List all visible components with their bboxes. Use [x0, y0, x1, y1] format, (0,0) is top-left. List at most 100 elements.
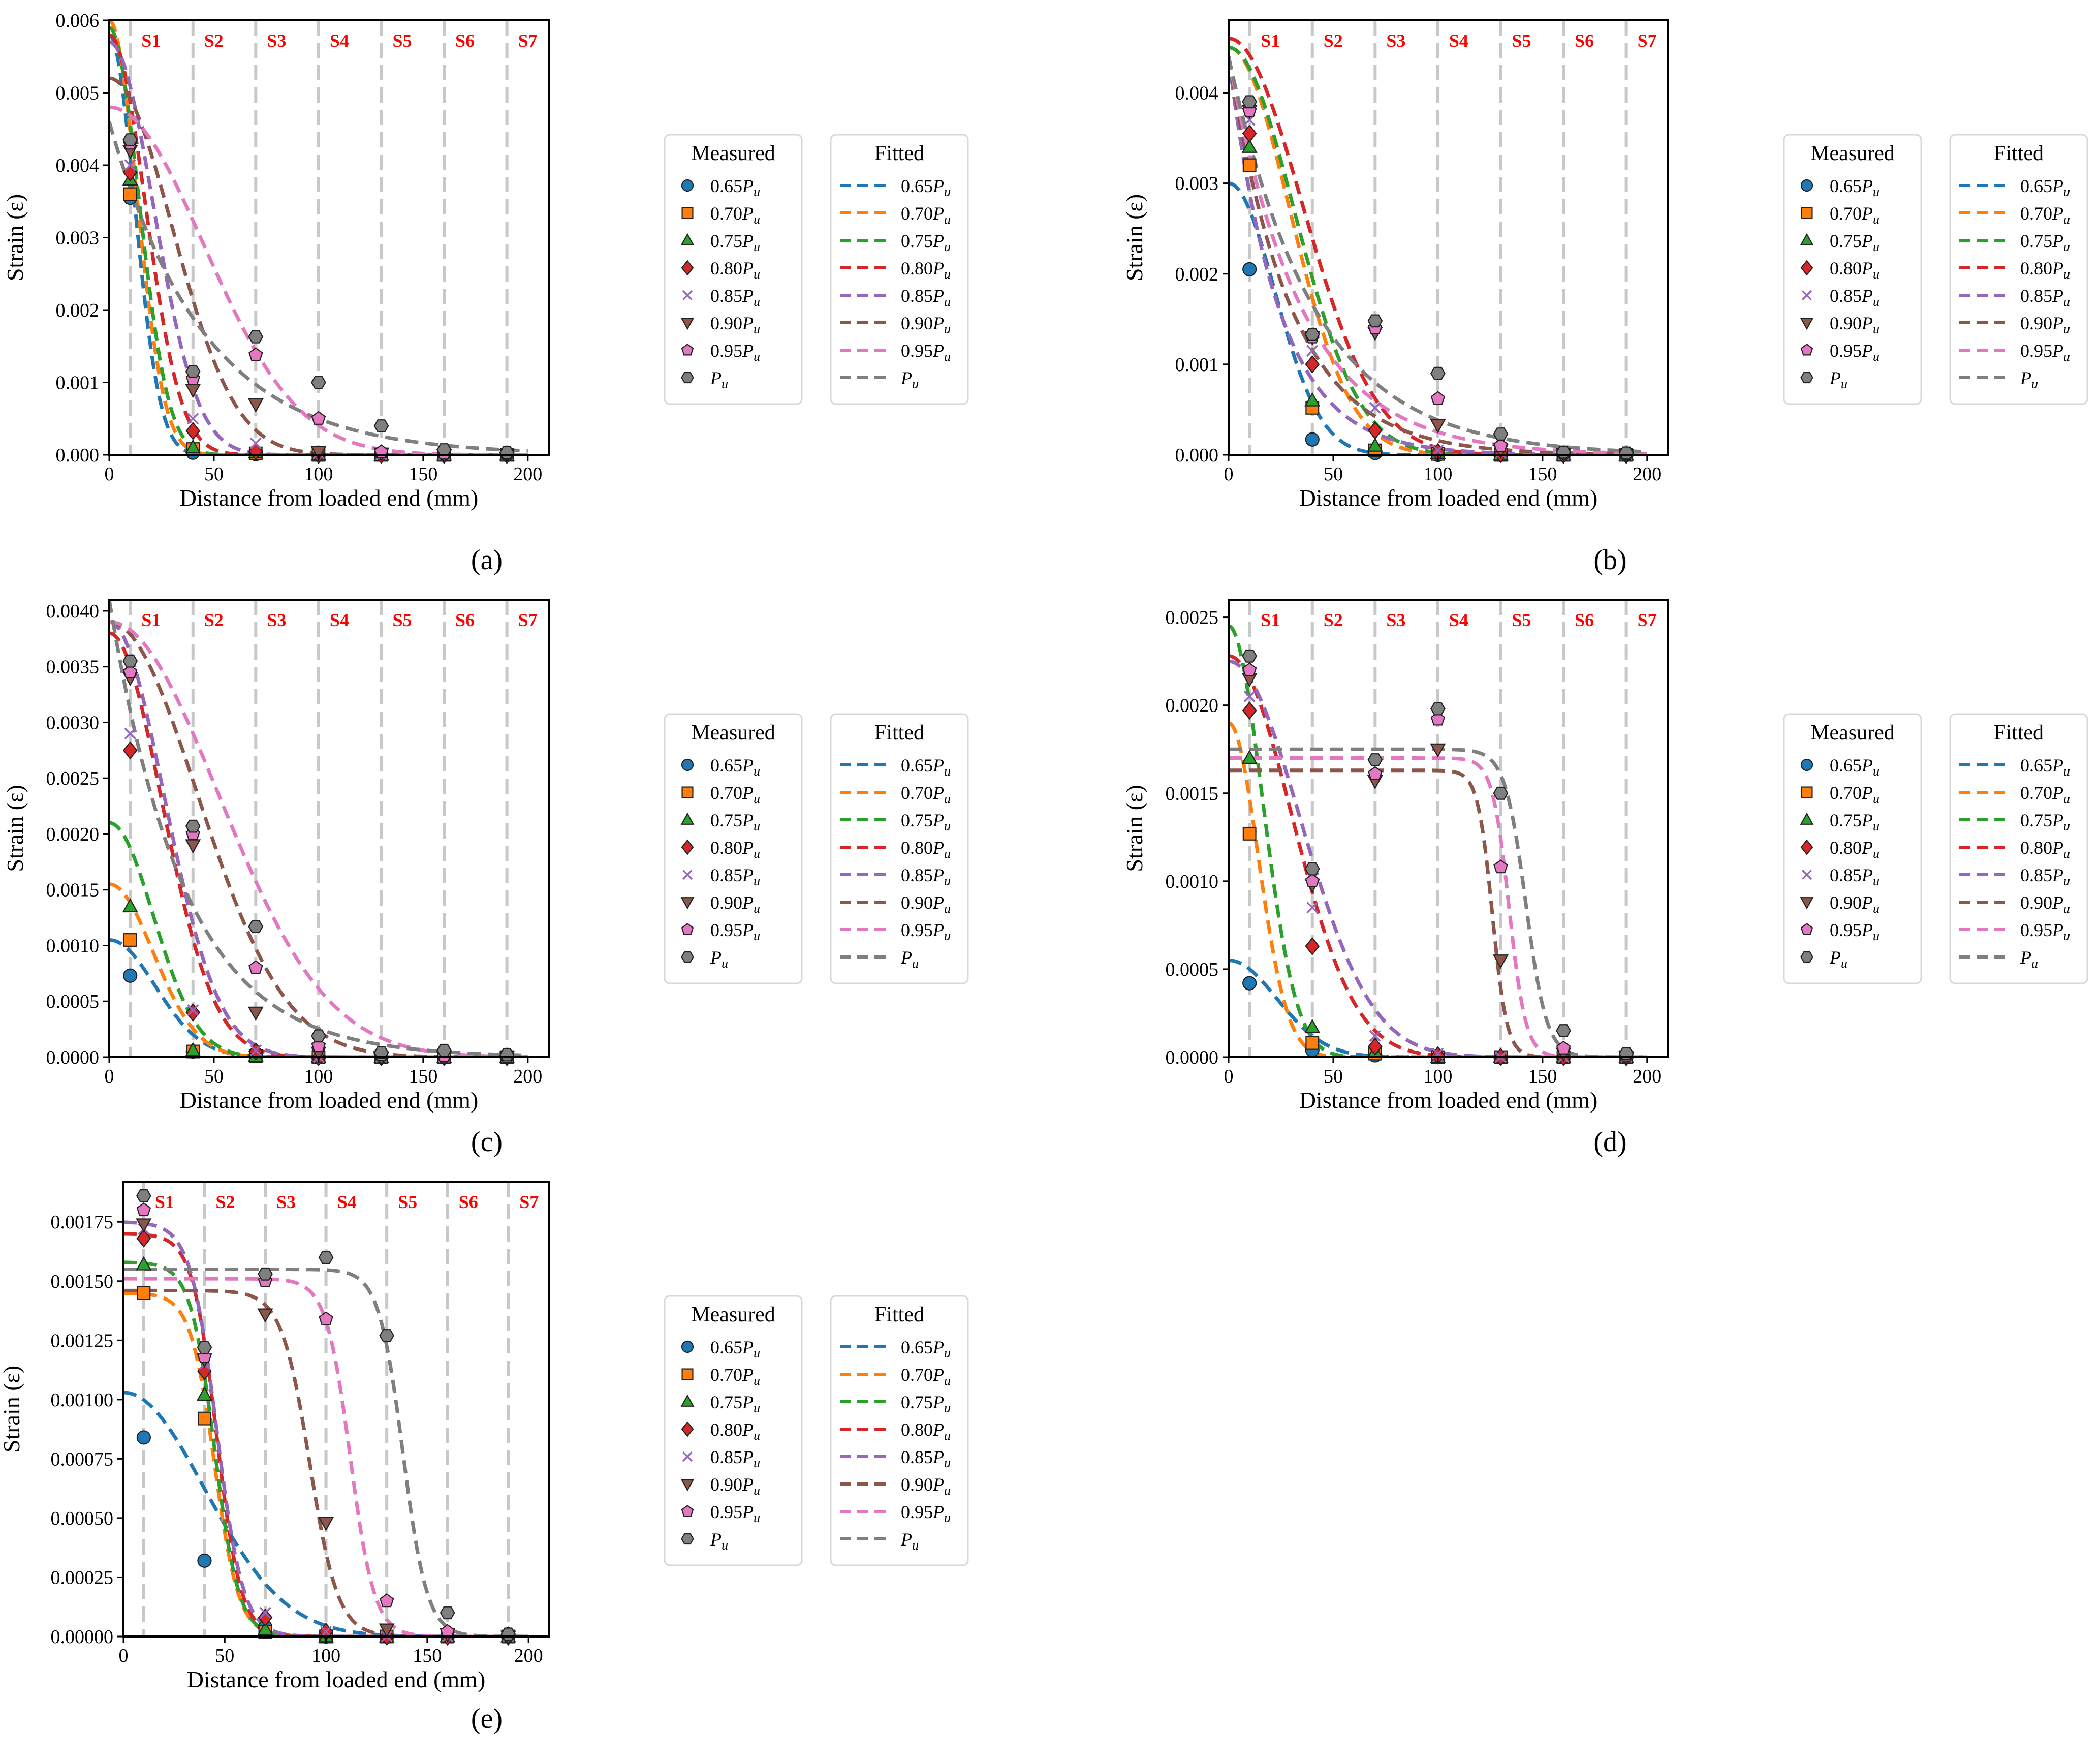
panel-c-legend-marker-075: [680, 812, 695, 825]
y-tick-label-0: 0.000: [56, 445, 100, 466]
y-tick-label-7: 0.0035: [46, 657, 100, 678]
point-085-2: [249, 1044, 262, 1057]
panel-a-legend-fitted-label-070: 0.70Pu: [901, 203, 951, 227]
panel-a-legend-marker-065: [681, 179, 694, 192]
y-tick-label-2: 0.0010: [46, 935, 100, 956]
panel-b-legend-marker-065: [1800, 179, 1813, 192]
panel-b-legend-fitted-label-095: 0.95Pu: [2020, 341, 2070, 364]
point-085-1: [187, 413, 199, 425]
section-label-s4: S4: [330, 610, 349, 630]
x-tick-label-4: 200: [514, 1645, 543, 1666]
point-Pu-1: [197, 1341, 212, 1354]
panel-e-legend-measured-label-Pu: Pu: [710, 1529, 728, 1553]
point-085-3: [320, 1626, 332, 1638]
point-095-1: [1305, 873, 1320, 887]
fitted-line-090: [1229, 768, 1647, 1057]
y-tick-label-1: 0.00025: [51, 1567, 114, 1588]
x-tick-label-0: 0: [1224, 1066, 1234, 1087]
point-095-3: [1430, 712, 1446, 726]
panel-e-legend-marker-075: [680, 1394, 695, 1407]
fitted-line-Pu: [109, 600, 528, 1057]
point-080-2: [1367, 421, 1383, 440]
y-tick-label-4: 0.004: [1175, 83, 1219, 104]
point-075-1: [1304, 1018, 1321, 1033]
panel-e: S1 S2 S3 S4 S5 S6 S7 0 50 100 150 200 0.00000 0.00025…: [0, 1181, 969, 1735]
y-tick-label-5: 0.0025: [1166, 607, 1219, 629]
y-tick-label-0: 0.000: [1175, 445, 1219, 466]
point-Pu-2: [1367, 753, 1383, 766]
point-085-2: [1369, 401, 1381, 414]
y-tick-label-4: 0.00100: [51, 1389, 114, 1411]
section-label-s4: S4: [337, 1192, 357, 1212]
panel-a-legend-measured-label-Pu: Pu: [710, 368, 728, 391]
point-080-0: [1242, 701, 1257, 720]
point-070-0: [123, 933, 137, 947]
panel-e-legend-measured-label-070: 0.70Pu: [710, 1365, 760, 1388]
point-085-0-stroke-b: [124, 159, 136, 171]
panel-d-legend-measured-label-085: 0.85Pu: [1830, 865, 1879, 888]
point-Pu-0: [1242, 649, 1258, 663]
panel-e-legend-marker-Pu: [681, 1533, 694, 1545]
panel-d-legend-marker-080: [1800, 839, 1813, 855]
x-tick-label-2: 100: [1423, 464, 1452, 485]
panel-a-legend: Measured 0.65Pu 0.70Pu 0.75Pu 0.80Pu 0.85Pu 0.…: [664, 134, 969, 405]
point-095-2: [1368, 766, 1383, 780]
panel-b-measured-points: [1241, 95, 1635, 465]
point-Pu-4: [373, 419, 389, 432]
point-Pu-4: [379, 1329, 395, 1342]
point-070-0: [1242, 826, 1257, 841]
panel-d-legend-fitted-label-085: 0.85Pu: [2020, 865, 2070, 888]
point-Pu-3: [1430, 702, 1446, 716]
section-label-s5: S5: [392, 30, 412, 51]
panel-e-legend-fitted-box: [830, 1295, 969, 1566]
panel-b-legend-measured-label-090: 0.90Pu: [1830, 313, 1879, 336]
point-095-2: [248, 960, 263, 974]
point-Pu-2: [248, 920, 264, 934]
panel-b: S1 S2 S3 S4 S5 S6 S7 0 50 100 150 200 0.000 0.001 0.00…: [1121, 19, 2088, 576]
section-label-s3: S3: [1386, 30, 1405, 51]
point-080-2: [1367, 1037, 1383, 1056]
panel-d-legend-fitted-label-Pu: Pu: [2020, 947, 2038, 971]
section-label-s3: S3: [276, 1192, 296, 1212]
panel-b-legend-fitted-label-065: 0.65Pu: [2020, 176, 2070, 199]
panel-d-legend-marker-085: [1801, 869, 1812, 880]
panel-a-legend-measured-label-080: 0.80Pu: [710, 258, 760, 282]
section-label-s3: S3: [267, 30, 286, 51]
panel-d-y-axis-label: Strain (ε): [1121, 785, 1147, 872]
panel-e-axes-frame: [122, 1181, 550, 1638]
section-label-s7: S7: [519, 1192, 539, 1212]
section-label-s2: S2: [215, 1192, 235, 1212]
panel-c-legend-fitted-box: [830, 713, 969, 984]
panel-b-legend-fitted-box: [1949, 134, 2088, 405]
section-label-s3: S3: [1386, 610, 1405, 630]
point-Pu-0: [1242, 95, 1258, 109]
point-090-2: [257, 1308, 273, 1323]
point-085-0-stroke-b: [1243, 690, 1256, 703]
fitted-line-090: [123, 1288, 529, 1636]
panel-a-y-axis-label: Strain (ε): [2, 194, 28, 281]
panel-d-axes-frame: [1228, 599, 1669, 1058]
point-065-0: [136, 1430, 151, 1445]
panel-d-legend-marker-075: [1800, 812, 1814, 825]
panel-e-legend-measured-label-090: 0.90Pu: [710, 1474, 760, 1498]
panel-a-x-axis-label: Distance from loaded end (mm): [180, 485, 479, 511]
y-tick-label-5: 0.00125: [51, 1330, 114, 1351]
point-075-1: [185, 439, 201, 454]
panel-a-legend-fitted-label-090: 0.90Pu: [901, 313, 951, 336]
panel-a-legend-measured-label-095: 0.95Pu: [710, 341, 760, 364]
point-080-0: [1242, 124, 1257, 143]
point-085-1: [1306, 345, 1319, 357]
y-tick-label-0: 0.0000: [1166, 1047, 1219, 1068]
panel-b-legend-marker-Pu: [1800, 372, 1813, 384]
point-080-0: [136, 1229, 151, 1248]
section-label-s5: S5: [398, 1192, 417, 1212]
panel-d-legend-measured-label-065: 0.65Pu: [1830, 755, 1879, 779]
panel-b-legend-measured-label-Pu: Pu: [1829, 368, 1847, 391]
panel-d-legend-fitted-label-090: 0.90Pu: [2020, 892, 2070, 916]
panel-c-legend-marker-065: [681, 758, 694, 771]
fitted-line-095: [109, 620, 528, 1057]
point-075-1: [196, 1386, 212, 1401]
panel-b-legend-measured-label-080: 0.80Pu: [1830, 258, 1879, 282]
panel-a-legend-measured-title: Measured: [691, 142, 775, 165]
panel-d-legend-fitted-title: Fitted: [1994, 721, 2044, 745]
